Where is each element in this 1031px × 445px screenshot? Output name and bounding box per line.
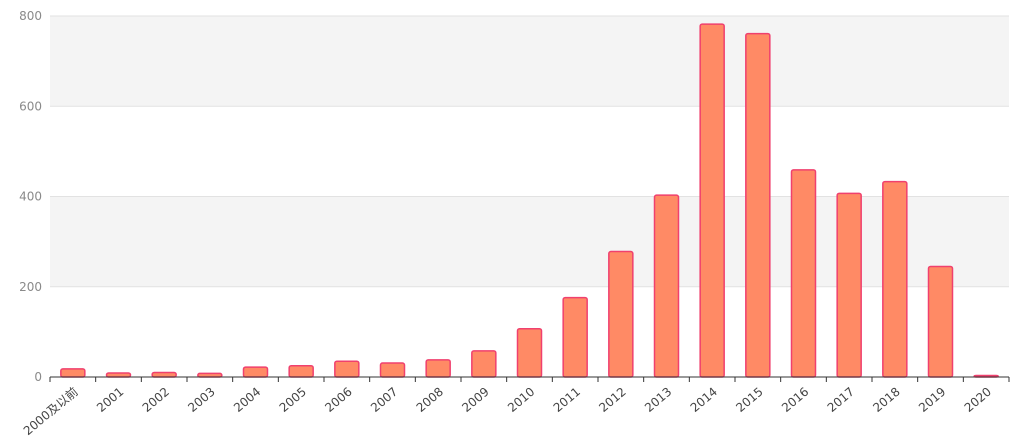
- bar-series: [60, 23, 999, 378]
- bar[interactable]: [699, 23, 725, 378]
- x-tick-label: 2015: [733, 385, 765, 415]
- bar[interactable]: [608, 250, 634, 378]
- bar[interactable]: [197, 372, 223, 378]
- x-tick-label: 2007: [368, 385, 400, 415]
- x-tick-label: 2004: [231, 385, 263, 415]
- bar[interactable]: [334, 360, 360, 378]
- x-tick-label: 2013: [642, 385, 674, 415]
- bar[interactable]: [653, 194, 680, 378]
- x-tick-label: 2003: [185, 385, 217, 415]
- bar[interactable]: [516, 327, 543, 378]
- x-tick-label: 2005: [277, 385, 309, 415]
- y-tick-label: 200: [19, 280, 42, 294]
- x-axis: 2000及以前 2001 2002 2003 2004 2005 2006 2007 2008 2…: [20, 376, 1010, 438]
- x-tick-label: 2010: [505, 385, 537, 415]
- x-tick-label: 2006: [322, 385, 354, 415]
- bar[interactable]: [151, 371, 177, 378]
- bar[interactable]: [379, 362, 406, 378]
- x-tick-label: 2012: [596, 385, 628, 415]
- x-tick-label: 2018: [870, 385, 902, 415]
- x-tick-label: 2001: [94, 385, 126, 415]
- bar[interactable]: [471, 350, 497, 378]
- bar[interactable]: [105, 372, 132, 378]
- x-tick-label: 2002: [140, 385, 172, 415]
- bar[interactable]: [288, 364, 314, 378]
- grid-band: [50, 16, 1009, 107]
- bar[interactable]: [242, 366, 269, 378]
- x-tick-label: 2014: [688, 385, 720, 415]
- y-tick-label: 800: [19, 9, 42, 23]
- y-axis-ticks: 0 200 400 600 800: [19, 9, 42, 384]
- bar[interactable]: [562, 296, 588, 378]
- y-tick-label: 600: [19, 99, 42, 113]
- bar[interactable]: [60, 368, 86, 378]
- grid-bands: [50, 16, 1009, 287]
- x-tick-label: 2011: [551, 385, 583, 415]
- bar[interactable]: [882, 180, 908, 378]
- bar[interactable]: [790, 169, 817, 378]
- x-tick-label: 2016: [779, 385, 811, 415]
- bar[interactable]: [425, 359, 451, 378]
- y-tick-label: 400: [19, 190, 42, 204]
- x-tick-label: 2008: [414, 385, 446, 415]
- bar[interactable]: [836, 192, 862, 378]
- x-tick-label: 2020: [962, 385, 994, 415]
- bar[interactable]: [745, 32, 771, 378]
- x-tick-label: 2009: [459, 385, 491, 415]
- x-tick-label: 2000及以前: [20, 384, 81, 438]
- x-tick-label: 2017: [825, 385, 857, 415]
- y-tick-label: 0: [34, 370, 42, 384]
- grid-band: [50, 196, 1009, 287]
- bar[interactable]: [927, 265, 954, 378]
- x-tick-label: 2019: [916, 385, 948, 415]
